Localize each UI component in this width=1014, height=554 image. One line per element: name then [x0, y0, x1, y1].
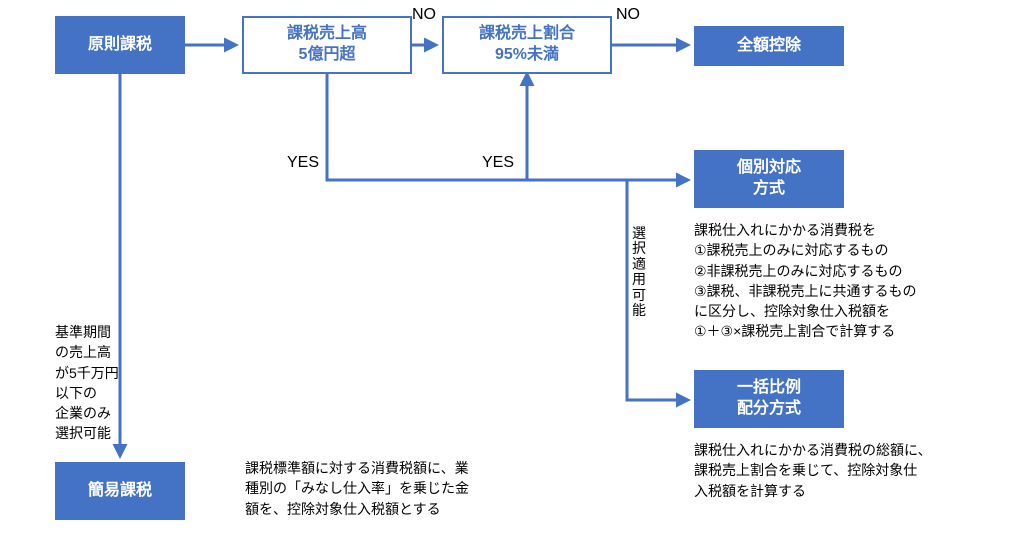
node-label: 全額控除	[737, 36, 801, 57]
desc-kijun: 基準期間 の売上高 が5千万円 以下の 企業のみ 選択可能	[55, 322, 119, 444]
flowchart-canvas: 原則課税 課税売上高 5億円超 課税売上割合 95%未満 全額控除 個別対応 方…	[0, 0, 1014, 554]
node-kobetsu: 個別対応 方式	[694, 150, 844, 208]
desc-kobetsu: 課税仕入れにかかる消費税を ①課税売上のみに対応するもの ②非課税売上のみに対応…	[694, 220, 917, 342]
label-yes-1: YES	[287, 154, 319, 172]
node-line2: 5億円超	[299, 45, 356, 66]
desc-kani: 課税標準額に対する消費税額に、業 種別の「みなし仕入率」を乗じた金 額を、控除対…	[245, 458, 469, 519]
node-label: 原則課税	[88, 35, 152, 56]
node-line1: 課税売上割合	[479, 24, 575, 45]
node-gensoku: 原則課税	[55, 16, 185, 74]
label-no-2: NO	[616, 6, 640, 24]
node-ikkatsu: 一括比例 配分方式	[694, 370, 844, 428]
node-ratio95: 課税売上割合 95%未満	[442, 16, 612, 74]
node-line2: 配分方式	[737, 399, 801, 420]
node-label: 簡易課税	[88, 481, 152, 502]
node-line1: 一括比例	[737, 378, 801, 399]
desc-ikkatsu: 課税仕入れにかかる消費税の総額に、 課税売上割合を乗じて、控除対象仕 入税額を計…	[694, 440, 932, 501]
node-line2: 方式	[753, 179, 785, 200]
label-sentaku-vertical: 選択適用可能	[632, 226, 646, 318]
label-yes-2: YES	[482, 154, 514, 172]
node-kani: 簡易課税	[55, 462, 185, 520]
label-no-1: NO	[412, 6, 436, 24]
node-line2: 95%未満	[495, 45, 559, 66]
node-line1: 課税売上高	[287, 24, 367, 45]
node-line1: 個別対応	[737, 158, 801, 179]
node-sales5oku: 課税売上高 5億円超	[242, 16, 412, 74]
node-zengaku: 全額控除	[694, 26, 844, 66]
